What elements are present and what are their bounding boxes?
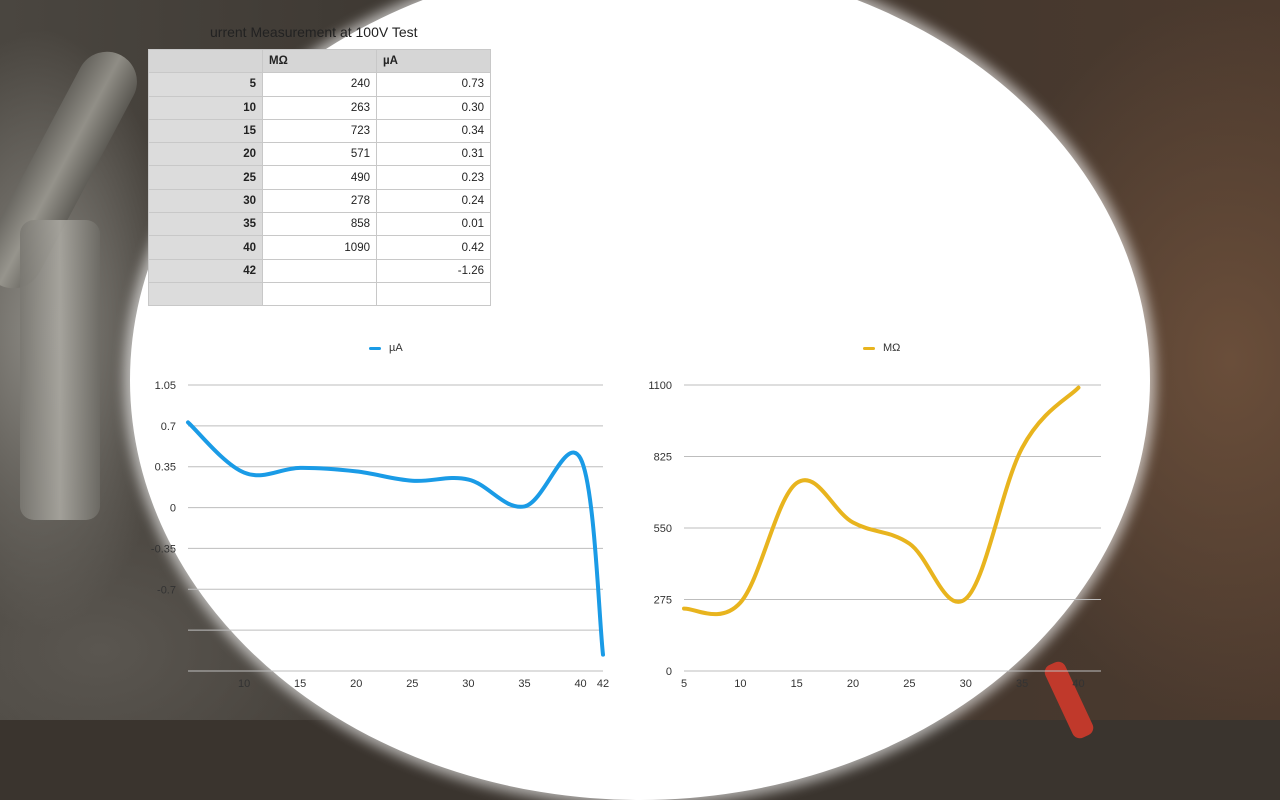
data-table: MΩ µA 5 240 0.73 10 263 0.30 15 723 0.34…	[148, 48, 491, 307]
cell-mohm[interactable]	[262, 281, 377, 307]
y-tick-label: 275	[654, 595, 672, 607]
table-header-row: MΩ µA	[148, 48, 491, 74]
y-tick-label: -0.7	[157, 584, 176, 596]
table-header-mohm[interactable]: MΩ	[262, 48, 377, 74]
x-tick-label: 30	[462, 678, 474, 690]
row-header[interactable]: 15	[148, 118, 263, 144]
legend-swatch-mohm	[863, 346, 875, 350]
x-tick-label: 10	[734, 678, 746, 690]
table-row	[148, 281, 491, 307]
table-row: 25 490 0.23	[148, 165, 491, 190]
table-row: 42 -1.26	[148, 258, 491, 283]
y-tick-label: 1100	[648, 380, 672, 392]
cell-mohm[interactable]: 263	[262, 95, 377, 120]
x-tick-label: 5	[681, 678, 687, 690]
cell-ua[interactable]: 0.42	[376, 235, 491, 260]
table-row: 30 278 0.24	[148, 188, 491, 214]
cell-ua[interactable]: 0.31	[376, 142, 491, 167]
legend-mohm: MΩ	[863, 342, 900, 354]
cell-ua[interactable]: 0.34	[376, 118, 491, 144]
y-tick-label: 0.7	[161, 421, 176, 433]
table-row: 10 263 0.30	[148, 95, 491, 120]
cell-mohm[interactable]: 278	[262, 188, 377, 214]
sheet-title: urrent Measurement at 100V Test	[210, 24, 418, 40]
x-tick-label: 15	[294, 678, 306, 690]
cell-mohm[interactable]: 1090	[262, 235, 377, 260]
x-tick-label: 20	[847, 678, 859, 690]
legend-ua: µA	[369, 342, 403, 354]
y-tick-label: 825	[654, 452, 672, 464]
row-header[interactable]: 40	[148, 235, 263, 260]
cell-mohm[interactable]: 858	[262, 212, 377, 237]
cell-mohm[interactable]: 723	[262, 118, 377, 144]
table-row: 15 723 0.34	[148, 118, 491, 144]
cell-ua[interactable]: -1.26	[376, 258, 491, 283]
y-tick-label: 1.05	[155, 380, 176, 392]
table-header-corner[interactable]	[148, 48, 263, 74]
cell-ua[interactable]: 0.30	[376, 95, 491, 120]
legend-swatch-ua	[369, 346, 381, 350]
y-tick-label: -0.35	[151, 543, 176, 555]
y-tick-label: 550	[654, 523, 672, 535]
x-tick-label: 40	[574, 678, 586, 690]
x-tick-label: 20	[350, 678, 362, 690]
row-header[interactable]: 42	[148, 258, 263, 283]
row-header[interactable]: 20	[148, 142, 263, 167]
cell-ua[interactable]: 0.73	[376, 72, 491, 97]
series-line-ua	[186, 420, 605, 657]
x-tick-label: 30	[960, 678, 972, 690]
x-tick-label: 42	[597, 678, 609, 690]
y-tick-label: 0	[666, 666, 672, 678]
table-row: 20 571 0.31	[148, 142, 491, 167]
table-header-ua[interactable]: µA	[376, 48, 491, 74]
background-junction-box	[20, 220, 100, 520]
table-row: 35 858 0.01	[148, 212, 491, 237]
legend-label-mohm: MΩ	[883, 342, 901, 354]
cell-mohm[interactable]: 571	[262, 142, 377, 167]
cell-ua[interactable]: 0.23	[376, 165, 491, 190]
mohm-line-chart: 1100 825 550 275 05 10 15 20 25 30 35 40	[648, 380, 1101, 690]
y-tick-label: 0.35	[155, 462, 176, 474]
cell-ua[interactable]: 0.24	[376, 188, 491, 214]
x-tick-label: 15	[791, 678, 803, 690]
row-header[interactable]: 30	[148, 188, 263, 214]
x-tick-label: 25	[406, 678, 418, 690]
x-tick-label: 10	[238, 678, 250, 690]
row-header[interactable]	[148, 281, 263, 307]
y-tick-label: 0	[170, 503, 176, 515]
row-header[interactable]: 5	[148, 72, 263, 97]
x-tick-label: 40	[1072, 678, 1084, 690]
series-line-mohm	[682, 385, 1081, 617]
row-header[interactable]: 25	[148, 165, 263, 190]
cell-ua[interactable]	[376, 281, 491, 307]
x-tick-label: 25	[903, 678, 915, 690]
legend-label-ua: µA	[389, 342, 403, 354]
x-tick-label: 35	[518, 678, 530, 690]
table-row: 40 1090 0.42	[148, 235, 491, 260]
ua-line-chart: 1.05 0.7 0.35 0 -0.35 -0.7 10 15 20 25 30 35 40 42	[151, 380, 609, 690]
x-tick-label: 35	[1016, 678, 1028, 690]
